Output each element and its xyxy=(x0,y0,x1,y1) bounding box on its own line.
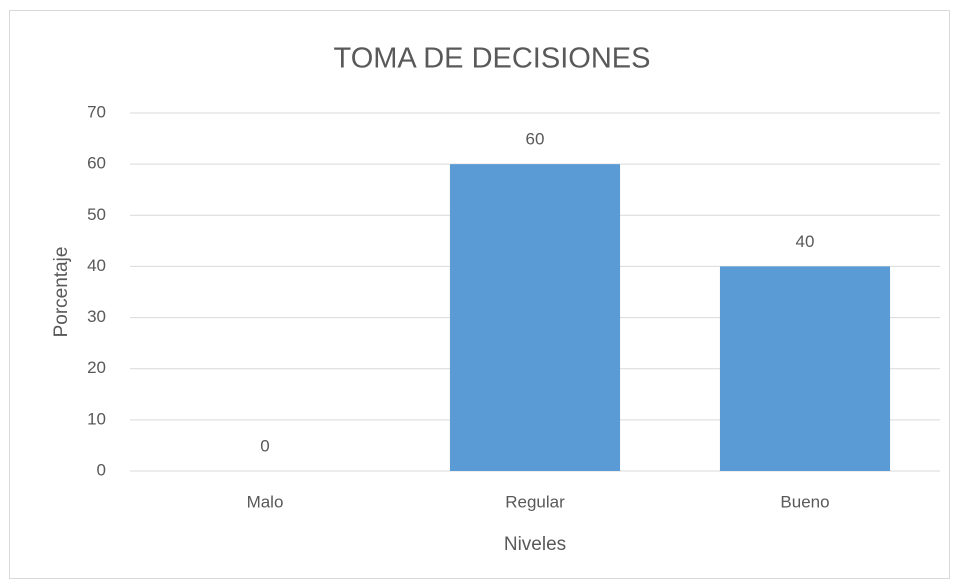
bar xyxy=(719,266,891,471)
bar xyxy=(449,164,621,471)
data-label: 0 xyxy=(260,436,269,455)
x-axis-label: Niveles xyxy=(504,534,566,555)
y-tick-label: 10 xyxy=(87,409,106,428)
y-tick-label: 40 xyxy=(87,256,106,275)
data-label: 40 xyxy=(796,232,815,251)
x-tick-label: Malo xyxy=(247,492,284,511)
x-tick-label: Regular xyxy=(505,492,565,511)
y-tick-label: 20 xyxy=(87,358,106,377)
chart-title: TOMA DE DECISIONES xyxy=(334,43,651,75)
y-tick-label: 50 xyxy=(87,205,106,224)
data-label: 60 xyxy=(526,130,545,149)
y-tick-label: 60 xyxy=(87,154,106,173)
y-tick-label: 70 xyxy=(87,102,106,121)
x-tick-label: Bueno xyxy=(780,492,829,511)
y-tick-label: 30 xyxy=(87,307,106,326)
y-tick-label: 0 xyxy=(97,460,106,479)
y-axis-label: Porcentaje xyxy=(51,247,72,338)
